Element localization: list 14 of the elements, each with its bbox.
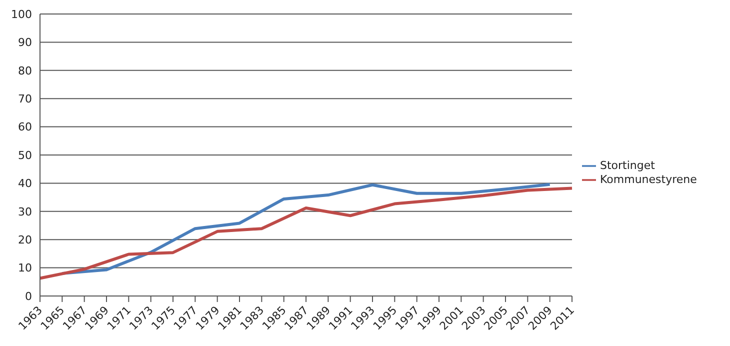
y-tick-label: 20 — [18, 234, 32, 247]
y-tick-label: 40 — [18, 177, 32, 190]
y-tick-label: 0 — [25, 290, 32, 303]
y-tick-label: 60 — [18, 120, 32, 134]
y-tick-label: 80 — [18, 64, 32, 78]
y-tick-label: 90 — [18, 36, 32, 50]
y-tick-label: 30 — [18, 205, 32, 218]
y-tick-label: 50 — [18, 148, 32, 162]
y-tick-label: 70 — [18, 92, 32, 106]
legend-label: Stortinget — [600, 159, 655, 172]
y-tick-label: 100 — [11, 8, 32, 21]
line-series — [38, 186, 574, 280]
y-tick-label: 10 — [18, 262, 32, 275]
legend-label: Kommunestyrene — [600, 173, 697, 186]
